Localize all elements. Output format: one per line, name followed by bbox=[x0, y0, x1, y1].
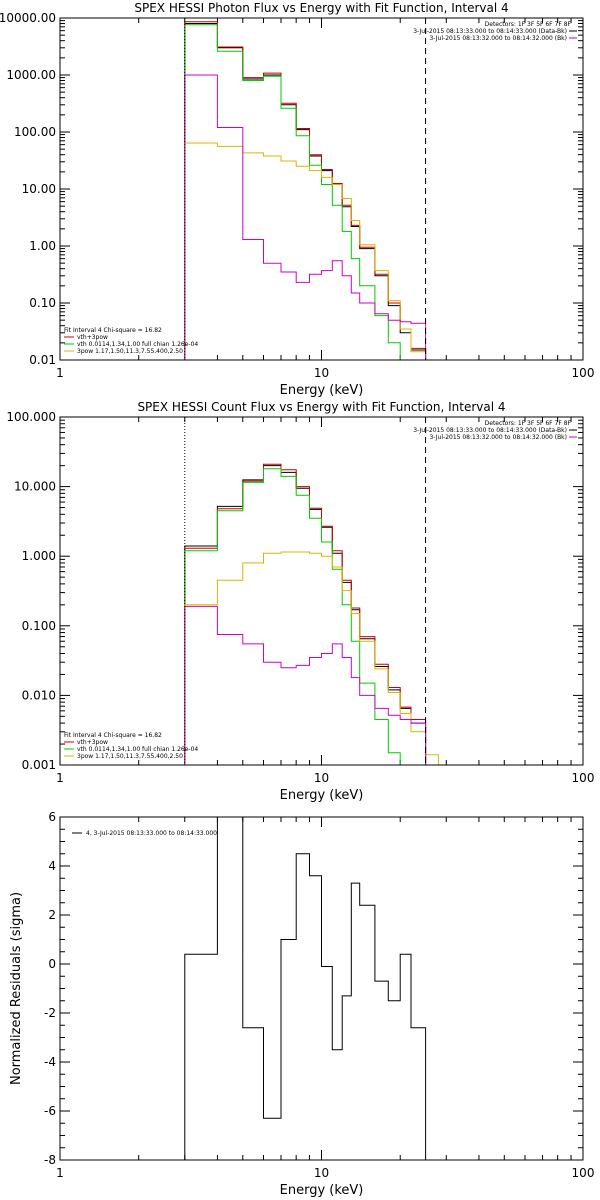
legend-entry: 3pow 1.17,1.50,11.3,7.55,400,2.50 bbox=[77, 753, 183, 760]
x-tick-label: 1 bbox=[56, 366, 64, 380]
x-tick-label: 100 bbox=[572, 1166, 595, 1180]
series-group bbox=[184, 463, 439, 765]
bk-interval-text: 3-Jul-2015 08:13:32.000 to 08:14:32.000 … bbox=[429, 434, 567, 441]
y-tick-label: -4 bbox=[44, 1055, 56, 1069]
y-tick-label: 100.00 bbox=[14, 125, 56, 139]
y-tick-label: 1.00 bbox=[29, 239, 56, 253]
series-group bbox=[184, 817, 427, 1160]
y-axis-label: Normalized Residuals (sigma) bbox=[9, 892, 24, 1085]
legend-entry: 4, 3-Jul-2015 08:13:33.000 to 08:14:33.0… bbox=[86, 830, 217, 837]
x-axis-label: Energy (keV) bbox=[280, 383, 364, 398]
chart-title: SPEX HESSI Photon Flux vs Energy with Fi… bbox=[134, 1, 508, 15]
x-tick-label: 10 bbox=[314, 1166, 329, 1180]
x-tick-label: 10 bbox=[314, 771, 329, 785]
legend-entry: vth+3pow bbox=[77, 739, 108, 746]
y-tick-label: -8 bbox=[44, 1153, 56, 1167]
x-tick-label: 1 bbox=[56, 771, 64, 785]
legend-entry: vth 0.0114,1.34,1.00 full chian 1.26e-04 bbox=[77, 746, 198, 753]
y-tick-label: -2 bbox=[44, 1006, 56, 1020]
y-tick-label: 0.10 bbox=[29, 296, 56, 310]
y-tick-label: 0.010 bbox=[22, 688, 56, 702]
x-tick-label: 100 bbox=[572, 366, 595, 380]
chart-panel-2: SPEX HESSI Count Flux vs Energy with Fit… bbox=[6, 400, 595, 803]
x-axis-label: Energy (keV) bbox=[280, 788, 364, 803]
y-tick-label: 1000.00 bbox=[6, 68, 56, 82]
series-line-5 bbox=[184, 605, 427, 765]
series-line-3 bbox=[184, 468, 401, 765]
plot-frame bbox=[59, 416, 584, 766]
x-tick-label: 100 bbox=[572, 771, 595, 785]
y-tick-label: 0 bbox=[48, 957, 56, 971]
legend-entry: vth+3pow bbox=[77, 334, 108, 341]
series-line-2 bbox=[184, 21, 427, 360]
y-tick-label: 10000.00 bbox=[0, 11, 56, 25]
series-line-4 bbox=[184, 142, 427, 360]
data-interval-text: 3-Jul-2015 08:13:33.000 to 08:14:33.000 … bbox=[413, 427, 567, 434]
y-tick-label: 0.100 bbox=[22, 619, 56, 633]
legend: Fit Interval 4 Chi-square = 16.82vth+3po… bbox=[64, 732, 198, 760]
chart-panel-1: SPEX HESSI Photon Flux vs Energy with Fi… bbox=[0, 1, 595, 398]
series-line-2 bbox=[184, 463, 427, 765]
series-line-4 bbox=[184, 551, 439, 765]
chart-panel-3: 1 10 100 -8 -6 -4 -2 0 2 4 6 Energy (keV) Normalized… bbox=[9, 810, 594, 1198]
legend: 4, 3-Jul-2015 08:13:33.000 to 08:14:33.0… bbox=[72, 830, 217, 837]
x-tick-label: 1 bbox=[56, 1166, 64, 1180]
info-block: Detectors: 1F 3F 5F 6F 7F 8F3-Jul-2015 0… bbox=[413, 21, 577, 42]
bk-interval-text: 3-Jul-2015 08:13:32.000 to 08:14:32.000 … bbox=[429, 35, 567, 42]
x-axis-label: Energy (keV) bbox=[280, 1183, 364, 1198]
series-line-3 bbox=[184, 24, 401, 360]
data-interval-text: 3-Jul-2015 08:13:33.000 to 08:14:33.000 … bbox=[413, 28, 567, 35]
legend-header: Fit Interval 4 Chi-square = 16.82 bbox=[64, 327, 162, 334]
info-block: Detectors: 1F 3F 5F 6F 7F 8F3-Jul-2015 0… bbox=[413, 420, 577, 441]
y-tick-label: 2 bbox=[48, 908, 56, 922]
series-line-1 bbox=[184, 23, 427, 360]
series-line-1 bbox=[184, 465, 427, 765]
y-tick-label: 100.000 bbox=[6, 410, 56, 424]
y-tick-label: 4 bbox=[48, 859, 56, 873]
y-tick-label: 10.00 bbox=[22, 182, 56, 196]
detectors-text: Detectors: 1F 3F 5F 6F 7F 8F bbox=[485, 21, 572, 28]
y-tick-label: 0.001 bbox=[22, 758, 56, 772]
legend-header: Fit Interval 4 Chi-square = 16.82 bbox=[64, 732, 162, 739]
legend-entry: 3pow 1.17,1.50,11.3,7.55,400,2.50 bbox=[77, 348, 183, 355]
x-tick-label: 10 bbox=[314, 366, 329, 380]
series-line-1 bbox=[184, 817, 427, 1160]
series-group bbox=[184, 21, 427, 360]
y-tick-label: -6 bbox=[44, 1104, 56, 1118]
plot-frame bbox=[59, 17, 584, 361]
chart-title: SPEX HESSI Count Flux vs Energy with Fit… bbox=[137, 400, 505, 414]
plot-frame bbox=[59, 816, 584, 1161]
detectors-text: Detectors: 1F 3F 5F 6F 7F 8F bbox=[485, 420, 572, 427]
series-line-5 bbox=[184, 74, 427, 360]
legend-entry: vth 0.0114,1.34,1.00 full chian 1.26e-04 bbox=[77, 341, 198, 348]
y-tick-label: 6 bbox=[48, 810, 56, 824]
legend: Fit Interval 4 Chi-square = 16.82vth+3po… bbox=[64, 327, 198, 355]
y-tick-label: 0.01 bbox=[29, 353, 56, 367]
y-tick-label: 1.000 bbox=[22, 549, 56, 563]
y-tick-label: 10.000 bbox=[14, 480, 56, 494]
